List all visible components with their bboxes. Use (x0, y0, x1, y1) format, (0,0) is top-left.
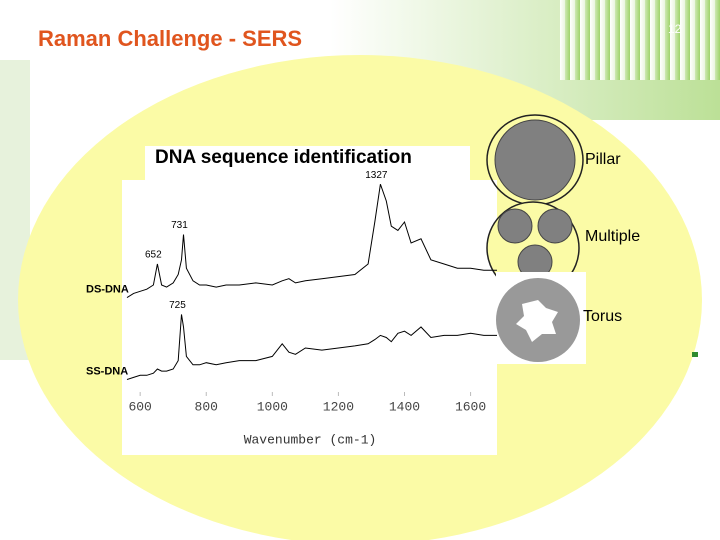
multiple-label: Multiple (585, 228, 640, 245)
series-label: SS-DNA (86, 365, 128, 377)
chart-box (122, 180, 497, 455)
x-axis-label: Wavenumber (cm-1) (244, 432, 377, 447)
decoration (692, 352, 698, 357)
multiple-shape (497, 208, 533, 244)
peak-label: 652 (145, 250, 162, 261)
x-tick-label: 800 (195, 399, 218, 414)
slide-title: Raman Challenge - SERS (38, 26, 302, 51)
spectrum-line (126, 314, 497, 380)
chart-title: DNA sequence identification (155, 147, 412, 168)
spectrum-line (126, 184, 497, 299)
torus-hole (516, 300, 558, 342)
pillar-label: Pillar (585, 151, 621, 168)
decoration (560, 0, 720, 80)
x-tick-label: 1600 (455, 399, 486, 414)
peak-label: 731 (171, 220, 188, 231)
peak-label: 1327 (365, 170, 388, 181)
peak-label: 725 (169, 300, 186, 311)
pillar-shape (494, 119, 576, 201)
x-tick-label: 1400 (389, 399, 420, 414)
multiple-shape (537, 208, 573, 244)
torus-label: Torus (583, 308, 622, 325)
series-label: DS-DNA (86, 284, 129, 296)
title-box (145, 146, 470, 182)
page-number: 12 (668, 22, 682, 36)
x-tick-label: 1000 (257, 399, 288, 414)
x-tick-label: 600 (128, 399, 151, 414)
x-tick-label: 1200 (323, 399, 354, 414)
